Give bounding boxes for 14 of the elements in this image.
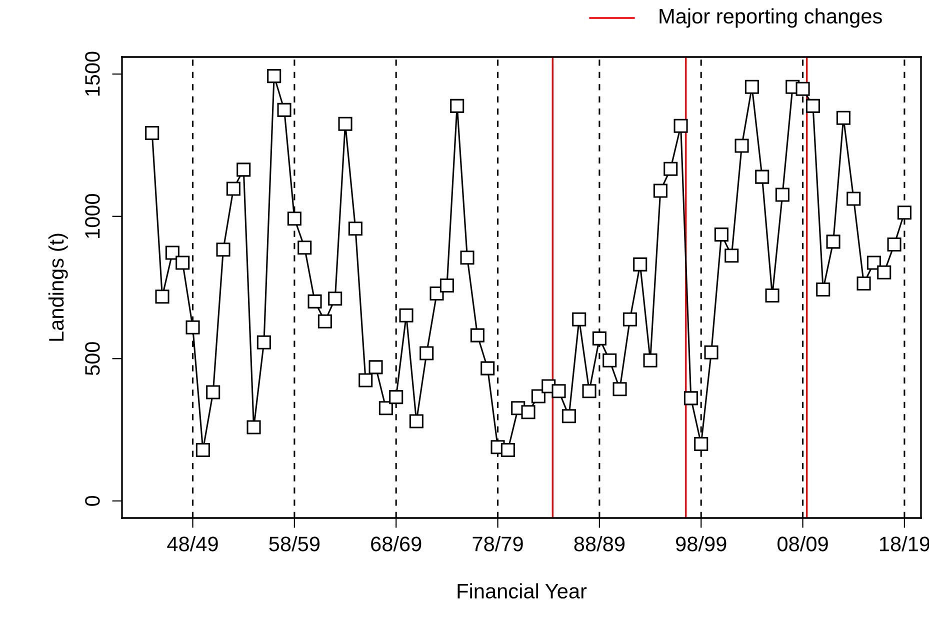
x-tick-label: 98/99 (676, 536, 726, 552)
y-tick-label: 1000 (85, 194, 100, 238)
x-tick-label: 58/59 (269, 536, 320, 552)
x-tick-label: 48/49 (167, 536, 218, 552)
y-axis-title: Landings (t) (48, 234, 68, 341)
text: Major reporting changes (660, 8, 882, 28)
x-tick-label: 78/79 (472, 536, 523, 552)
x-tick-label: 88/89 (574, 536, 625, 552)
y-tick-label: 0 (85, 496, 100, 506)
x-axis-title: Financial Year (458, 583, 587, 599)
y-tick-label: 500 (85, 342, 100, 376)
x-tick-label: 08/09 (778, 536, 828, 552)
x-tick-label: 68/69 (371, 536, 422, 552)
y-tick-label: 1500 (85, 52, 100, 96)
